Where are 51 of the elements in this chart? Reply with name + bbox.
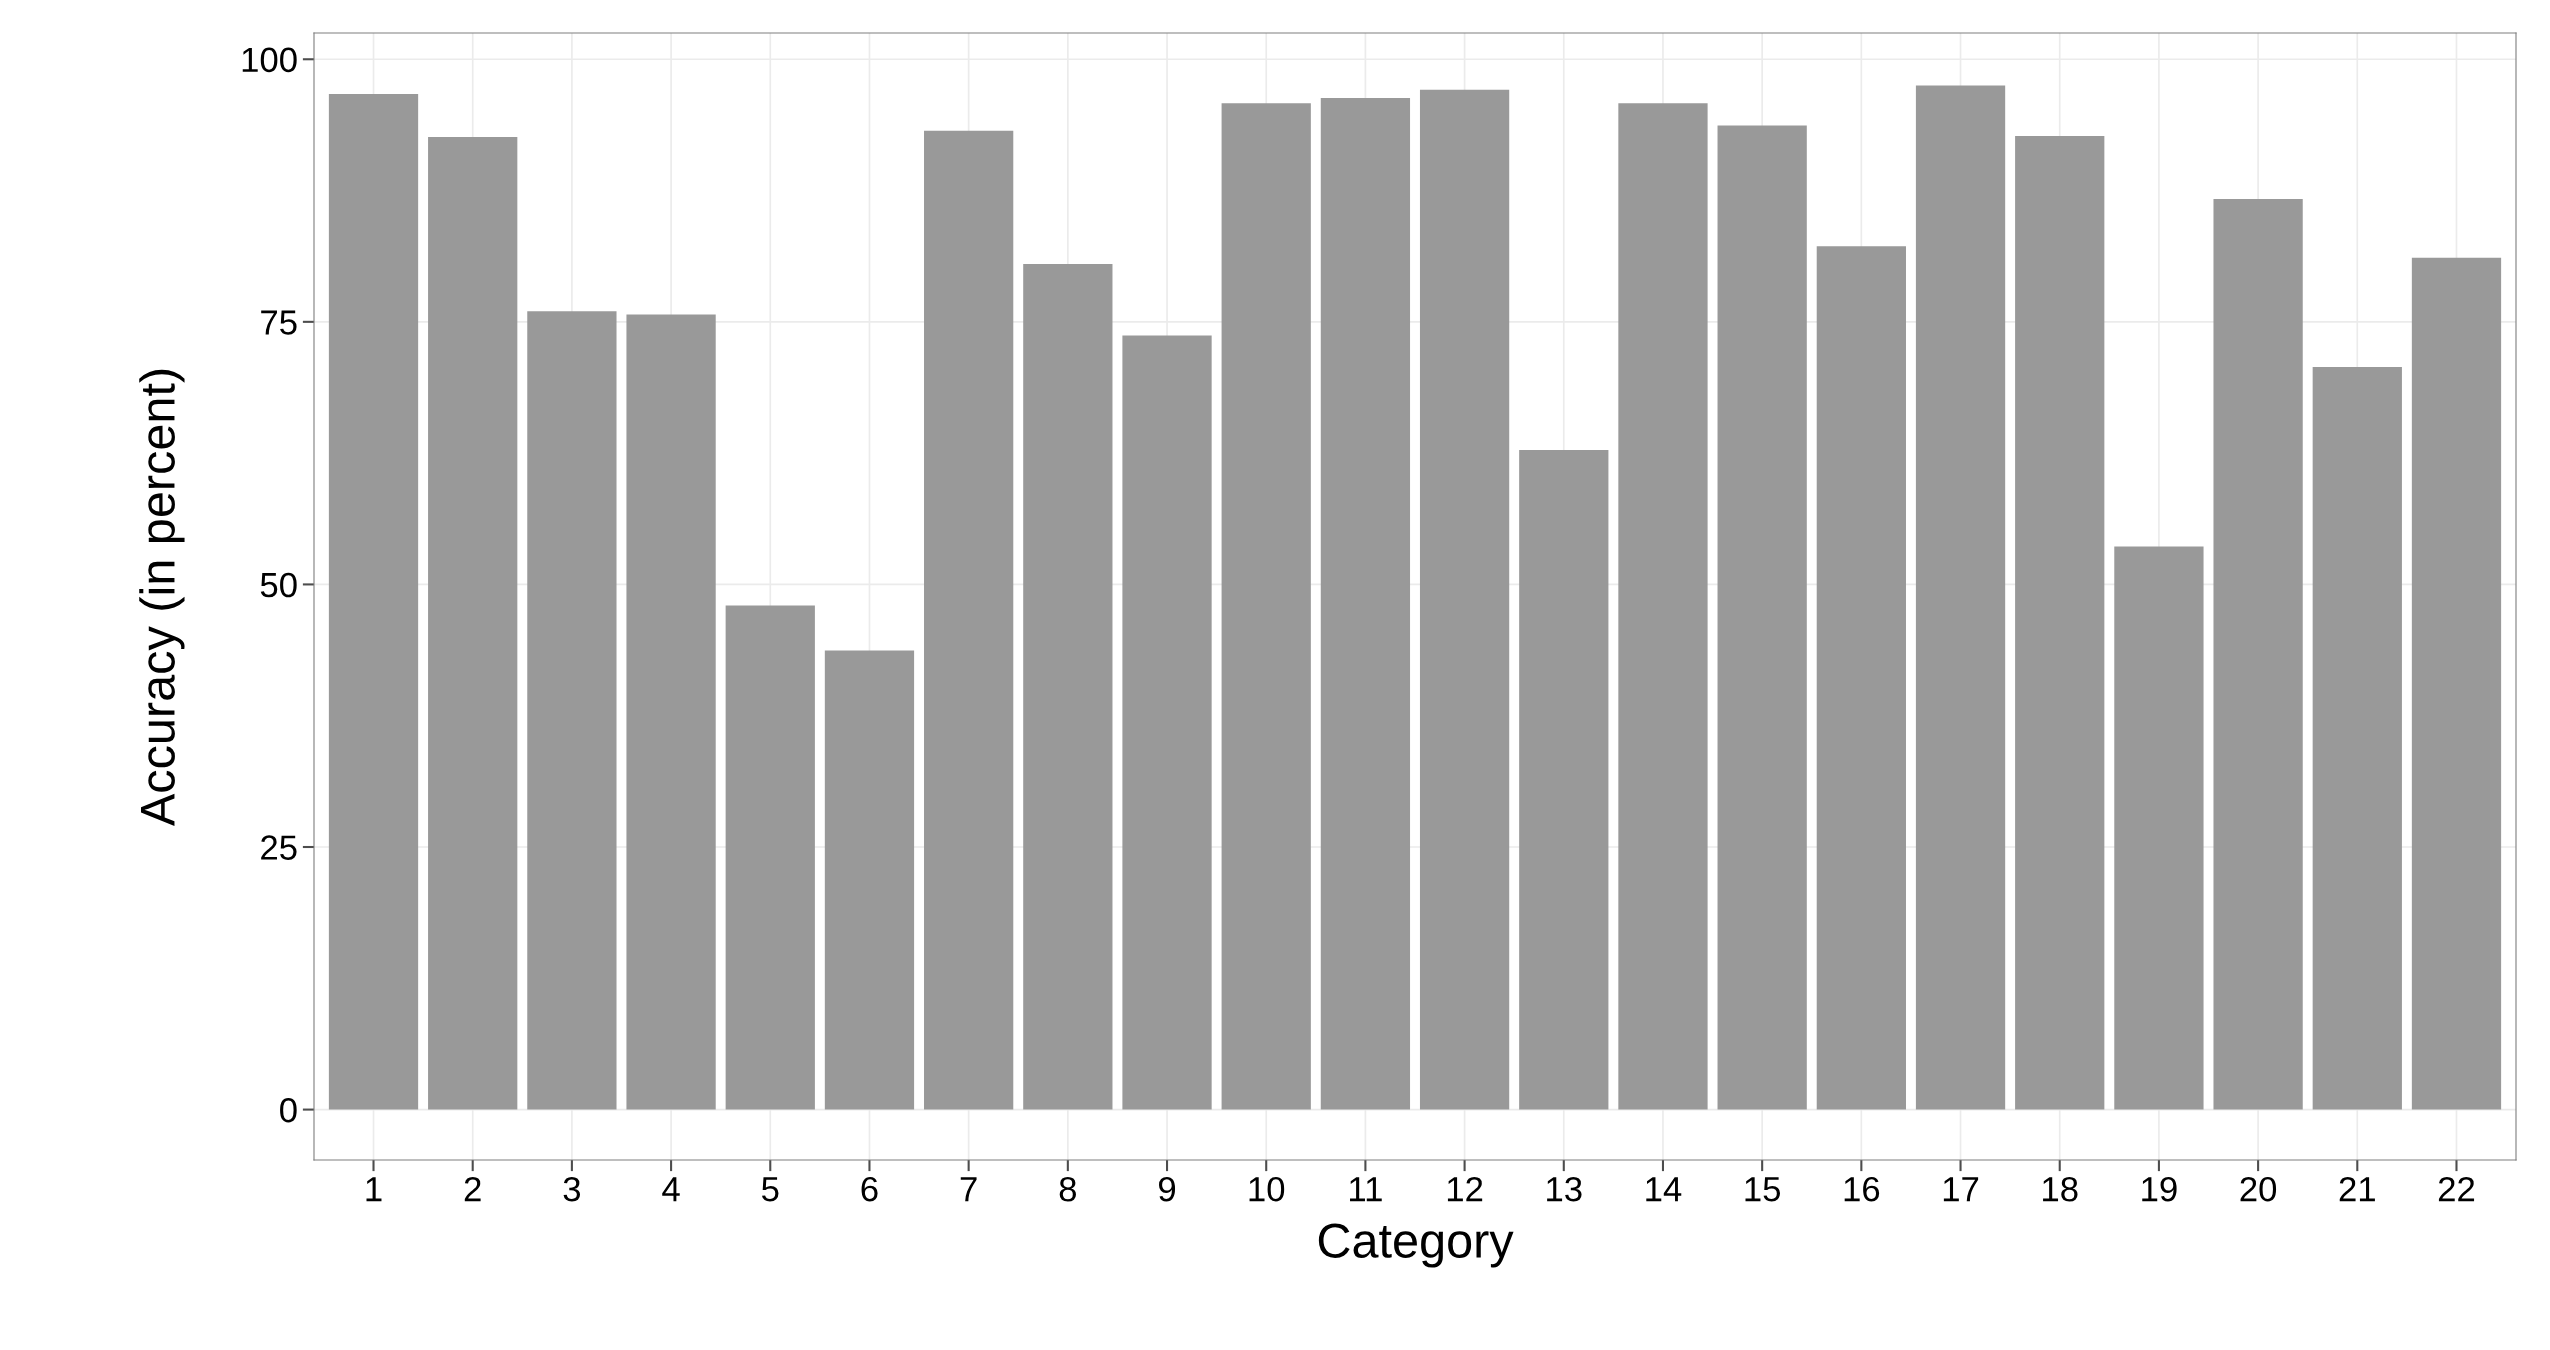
x-tick-label: 22 bbox=[2438, 1176, 2475, 1202]
y-tick-label: 25 bbox=[261, 835, 297, 860]
x-tick-label: 10 bbox=[1249, 1176, 1285, 1202]
x-tick-label: 19 bbox=[2142, 1176, 2177, 1202]
x-tick-label: 17 bbox=[1943, 1177, 1979, 1202]
bar bbox=[2114, 546, 2204, 1110]
bar bbox=[2411, 257, 2502, 1110]
bar bbox=[824, 650, 915, 1110]
x-tick-label: 11 bbox=[1350, 1177, 1382, 1202]
x-tick-label: 7 bbox=[960, 1177, 977, 1202]
y-tick-label: 100 bbox=[242, 47, 297, 73]
bar bbox=[2213, 198, 2303, 1110]
bar bbox=[626, 314, 716, 1110]
x-axis-title: Category bbox=[1318, 1223, 1514, 1268]
bar bbox=[1419, 89, 1510, 1110]
x-tick-label: 6 bbox=[861, 1176, 878, 1202]
bar bbox=[428, 136, 518, 1110]
x-tick-label: 1 bbox=[366, 1177, 382, 1202]
bar bbox=[1023, 264, 1113, 1110]
x-tick-label: 16 bbox=[1844, 1176, 1880, 1202]
bar bbox=[924, 130, 1014, 1110]
bar bbox=[1221, 103, 1311, 1110]
bar bbox=[2312, 367, 2402, 1110]
bar bbox=[1122, 335, 1212, 1110]
x-tick-label: 14 bbox=[1646, 1177, 1682, 1202]
x-tick-label: 21 bbox=[2339, 1176, 2375, 1202]
x-tick-label: 13 bbox=[1547, 1176, 1582, 1202]
x-tick-label: 4 bbox=[662, 1177, 680, 1202]
y-tick-label: 50 bbox=[260, 572, 297, 598]
x-tick-label: 5 bbox=[762, 1177, 779, 1202]
x-tick-label: 15 bbox=[1745, 1177, 1781, 1202]
x-tick-label: 8 bbox=[1059, 1176, 1076, 1202]
x-tick-label: 2 bbox=[464, 1176, 481, 1202]
bar bbox=[1519, 449, 1609, 1110]
bar bbox=[2015, 135, 2105, 1110]
bar bbox=[527, 311, 617, 1110]
y-tick-label: 75 bbox=[261, 310, 297, 335]
bar bbox=[1915, 85, 2006, 1110]
x-tick-label: 20 bbox=[2240, 1176, 2277, 1202]
bar bbox=[328, 93, 419, 1110]
x-tick-label: 18 bbox=[2043, 1176, 2078, 1202]
y-axis-title: Accuracy (in percent) bbox=[139, 369, 185, 827]
bar bbox=[725, 605, 815, 1110]
bar bbox=[1816, 246, 1906, 1110]
y-tick-label: 0 bbox=[280, 1097, 297, 1123]
bar bbox=[1717, 125, 1807, 1110]
bar bbox=[1320, 98, 1411, 1110]
x-tick-label: 9 bbox=[1159, 1176, 1176, 1202]
x-tick-label: 3 bbox=[563, 1176, 581, 1202]
x-tick-label: 12 bbox=[1447, 1176, 1483, 1202]
bar bbox=[1618, 103, 1708, 1110]
